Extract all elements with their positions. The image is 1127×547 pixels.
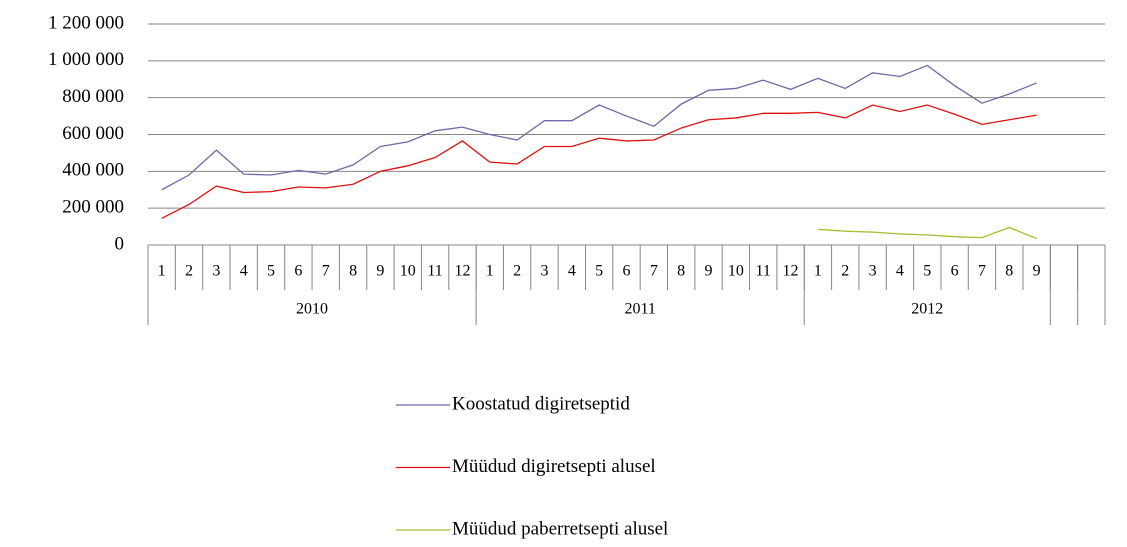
x-tick-label: 7 xyxy=(322,263,330,280)
x-tick-label: 11 xyxy=(427,263,442,280)
x-tick-label: 1 xyxy=(486,263,494,280)
x-tick-label: 10 xyxy=(400,263,416,280)
x-tick-label: 4 xyxy=(896,263,904,280)
x-tick-label: 8 xyxy=(677,263,685,280)
x-tick-label: 4 xyxy=(568,263,576,280)
series-line xyxy=(161,104,1037,219)
x-tick-label: 6 xyxy=(623,263,631,280)
legend-label: Müüdud digiretsepti alusel xyxy=(452,456,656,477)
group-label: 2011 xyxy=(624,301,655,318)
x-tick-label: 11 xyxy=(756,263,771,280)
x-tick-label: 7 xyxy=(650,263,658,280)
legend-label: Koostatud digiretseptid xyxy=(452,393,630,414)
x-tick-label: 3 xyxy=(540,263,548,280)
x-tick-label: 2 xyxy=(185,263,193,280)
x-tick-label: 9 xyxy=(1033,263,1041,280)
x-tick-label: 12 xyxy=(783,263,799,280)
x-tick-label: 1 xyxy=(814,263,822,280)
y-tick-label: 1 000 000 xyxy=(48,49,124,70)
x-tick-label: 3 xyxy=(212,263,220,280)
x-tick-label: 9 xyxy=(705,263,713,280)
y-tick-label: 400 000 xyxy=(62,160,124,181)
group-label: 2012 xyxy=(911,301,943,318)
y-tick-label: 200 000 xyxy=(62,197,124,218)
x-tick-label: 8 xyxy=(349,263,357,280)
x-tick-label: 1 xyxy=(158,263,166,280)
x-tick-label: 5 xyxy=(595,263,603,280)
y-tick-label: 600 000 xyxy=(62,123,124,144)
legend-label: Müüdud paberretsepti alusel xyxy=(452,518,668,539)
x-tick-label: 12 xyxy=(454,263,470,280)
y-tick-label: 1 200 000 xyxy=(48,12,124,33)
series-line xyxy=(817,226,1037,240)
y-tick-label: 800 000 xyxy=(62,86,124,107)
x-tick-label: 2 xyxy=(513,263,521,280)
x-tick-label: 6 xyxy=(951,263,959,280)
x-tick-label: 9 xyxy=(376,263,384,280)
series-line xyxy=(161,64,1037,191)
x-tick-label: 3 xyxy=(869,263,877,280)
x-tick-label: 5 xyxy=(923,263,931,280)
x-tick-label: 5 xyxy=(267,263,275,280)
y-tick-label: 0 xyxy=(115,233,125,254)
group-label: 2010 xyxy=(296,301,328,318)
x-tick-label: 4 xyxy=(240,263,248,280)
x-tick-label: 2 xyxy=(841,263,849,280)
x-tick-label: 6 xyxy=(294,263,302,280)
x-tick-label: 7 xyxy=(978,263,986,280)
x-tick-label: 8 xyxy=(1005,263,1013,280)
x-tick-label: 10 xyxy=(728,263,744,280)
